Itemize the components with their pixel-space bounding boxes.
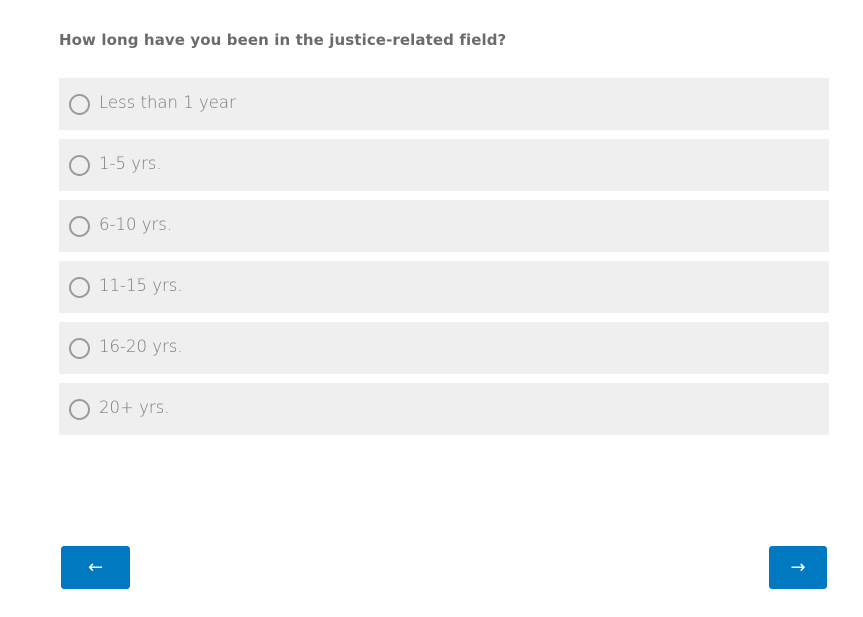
question-title: How long have you been in the justice-re… xyxy=(59,31,507,49)
option-11-15-yrs[interactable]: 11-15 yrs. xyxy=(59,261,829,313)
option-6-10-yrs[interactable]: 6-10 yrs. xyxy=(59,200,829,252)
back-button[interactable]: ← xyxy=(61,546,130,589)
radio-icon[interactable] xyxy=(69,338,90,359)
option-label: 6-10 yrs. xyxy=(99,215,173,234)
radio-icon[interactable] xyxy=(69,277,90,298)
next-button[interactable]: → xyxy=(769,546,827,589)
radio-icon[interactable] xyxy=(69,399,90,420)
option-label: 11-15 yrs. xyxy=(99,276,183,295)
option-label: 1-5 yrs. xyxy=(99,154,162,173)
option-label: 16-20 yrs. xyxy=(99,337,183,356)
option-20-plus-yrs[interactable]: 20+ yrs. xyxy=(59,383,829,435)
option-less-than-1-year[interactable]: Less than 1 year xyxy=(59,78,829,130)
radio-icon[interactable] xyxy=(69,94,90,115)
option-label: Less than 1 year xyxy=(99,93,236,112)
option-16-20-yrs[interactable]: 16-20 yrs. xyxy=(59,322,829,374)
arrow-left-icon: ← xyxy=(87,557,104,578)
option-1-5-yrs[interactable]: 1-5 yrs. xyxy=(59,139,829,191)
radio-icon[interactable] xyxy=(69,216,90,237)
radio-icon[interactable] xyxy=(69,155,90,176)
arrow-right-icon: → xyxy=(790,557,806,578)
option-label: 20+ yrs. xyxy=(99,398,170,417)
